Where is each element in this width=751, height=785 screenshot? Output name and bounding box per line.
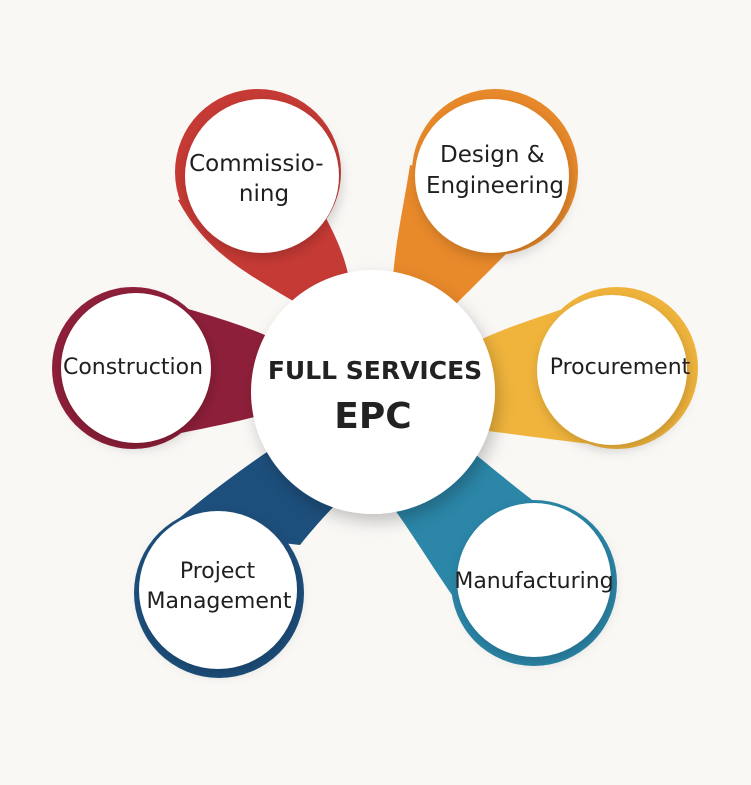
label-commissioning: Commissio- ning	[189, 151, 331, 207]
center-subtitle: EPC	[334, 396, 411, 437]
label-procurement: Procurement	[550, 355, 691, 380]
petal-labels: Commissio- ning Design & Engineering Pro…	[63, 142, 691, 614]
disc-procurement	[537, 295, 687, 445]
disc-commissioning	[185, 99, 339, 253]
label-design-engineering: Design & Engineering	[426, 142, 564, 199]
petal-discs	[61, 99, 687, 669]
disc-manufacturing	[457, 503, 611, 657]
disc-construction	[61, 293, 211, 443]
center-circle	[251, 270, 495, 514]
label-manufacturing: Manufacturing	[454, 569, 613, 594]
label-project-management: Project Management	[147, 559, 292, 614]
label-construction: Construction	[63, 355, 203, 380]
disc-project-management	[139, 511, 297, 669]
center-title: FULL SERVICES	[268, 356, 482, 385]
disc-design-engineering	[415, 99, 569, 253]
